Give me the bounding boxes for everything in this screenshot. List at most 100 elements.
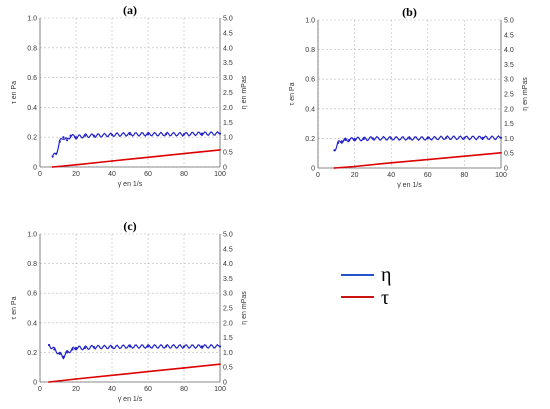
panel-a-y-right-tick-label: 1.0 — [223, 135, 233, 142]
panel-a-y-left-tick-label: 0.4 — [27, 105, 37, 112]
panel-c-y-left-tick-label: 0.6 — [27, 291, 37, 298]
panel-b-y-left-tick-label: 0.6 — [305, 77, 315, 84]
panel-a-y-right-tick-label: 3.5 — [223, 60, 233, 67]
panel-a-y-right-tick-label: 5.0 — [223, 16, 233, 23]
panel-b-series-tau-point — [500, 151, 502, 154]
panel-c-series-tau-point — [219, 363, 221, 366]
panel-a-series-eta-point — [182, 133, 186, 136]
panel-a-y-right-tick-label: 4.5 — [223, 30, 233, 37]
panel-c-series-eta-point — [62, 355, 65, 358]
panel-b-series-tau-point — [333, 167, 336, 169]
panel-b-series-eta-point — [408, 137, 411, 140]
panel-b-y-left-tick-label: 0 — [311, 166, 315, 173]
panel-b-y-right-tick-label: 2.0 — [504, 106, 514, 113]
panel-a-series-eta-point — [200, 132, 204, 135]
panel-a-y-left-tick-label: 0.6 — [27, 75, 37, 82]
panel-c-y-right-tick-label: 1.0 — [223, 350, 233, 357]
panel-b-x-axis-title: γ̇ en 1/s — [397, 182, 422, 189]
panel-a-series-eta-point — [55, 152, 58, 155]
panel-c-series-eta-point — [92, 345, 96, 349]
panel-a-series-tau-point — [111, 160, 113, 162]
panel-c-series-tau-point — [48, 381, 50, 383]
panel-b-series-tau-point — [390, 161, 393, 164]
panel-b-x-tick-label: 60 — [424, 172, 432, 179]
panel-c-x-tick-label: 60 — [144, 386, 152, 393]
panel-b-y-right-tick-label: 4.0 — [504, 47, 514, 54]
panel-b-series-eta-point — [348, 138, 351, 141]
panel-c-series-eta-point — [182, 345, 186, 348]
panel-b-series-tau-point — [463, 155, 466, 158]
panel-c-series-eta-point — [83, 346, 87, 350]
panel-c-series-eta-line — [48, 343, 221, 360]
panel-c-series-eta-point — [65, 351, 69, 354]
panel-c-series-eta-point — [53, 348, 56, 351]
panel-c-series-eta-point — [146, 345, 150, 348]
panel-c-series-eta-point — [200, 345, 204, 348]
panel-a-y-right-tick-label: 1.5 — [223, 120, 233, 127]
panel-c-x-axis-title: γ̇ en 1/s — [118, 396, 143, 403]
panel-c-series-eta-point — [47, 343, 51, 347]
panel-b-x-tick-label: 0 — [316, 172, 320, 179]
panel-b-series-eta-point — [499, 136, 503, 139]
panel-a-series-tau-point — [219, 148, 221, 151]
panel-b-series-tau-line — [334, 152, 502, 169]
panel-c-y-right-tick-label: 4.0 — [223, 261, 233, 268]
panel-a-y-right-axis-title: η en mPas — [241, 75, 248, 109]
panel-b-y-right-tick-label: 3.0 — [504, 77, 514, 84]
panel-b-series-eta-point — [333, 149, 336, 152]
panel-a-y-left-tick-label: 0.2 — [27, 135, 37, 142]
panel-a-series-eta-point — [128, 133, 132, 136]
panel-c-series-eta-point — [58, 352, 61, 355]
panel-c-x-tick-label: 0 — [38, 386, 42, 393]
panel-c-series-eta-point — [71, 348, 74, 351]
panel-a-y-right-tick-label: 3.0 — [223, 75, 233, 82]
panel-c-x-tick-label: 20 — [72, 386, 80, 393]
panel-b-series-eta-point — [344, 138, 347, 141]
panel-c-y-right-tick-label: 0.5 — [223, 365, 233, 372]
panel-c-x-tick-label: 80 — [180, 386, 188, 393]
panel-c-series-tau-point — [111, 374, 113, 377]
panel-b-y-left-tick-label: 1.0 — [305, 18, 315, 25]
panel-a-series-tau-point — [51, 166, 54, 168]
panel-a-series-eta-line — [52, 130, 221, 157]
panel-c-series-tau-point — [147, 370, 149, 373]
panel-b-series-eta-point — [340, 140, 343, 143]
panel-b-label: (b) — [402, 5, 417, 19]
panel-a-series-eta-point — [110, 133, 114, 136]
panel-c-y-left-tick-label: 0.4 — [27, 320, 37, 327]
panel-a-y-right-tick-label: 0.5 — [223, 150, 233, 157]
panel-a-series-eta-point — [146, 133, 150, 136]
panel-c-y-right-tick-label: 2.0 — [223, 320, 233, 327]
panel-c-y-left-axis-title: τ en Pa — [11, 296, 18, 319]
panel-b-series-eta-point — [445, 136, 448, 139]
legend: η τ — [341, 264, 391, 309]
panel-a-series-eta-point — [65, 139, 69, 142]
panel-b-series-eta-point — [337, 141, 340, 144]
panel-a-series-eta-point — [51, 155, 54, 158]
panel-a-series-tau-point — [183, 152, 185, 155]
panel-c-series-eta-point — [110, 345, 114, 349]
panel-a-x-tick-label: 100 — [214, 171, 226, 178]
panel-a-series-eta-point — [83, 134, 87, 137]
panel-b-y-right-tick-label: 2.5 — [504, 92, 514, 99]
panel-c-series-tau-point — [183, 367, 185, 369]
panel-b-series-eta-point — [463, 136, 466, 139]
panel-a-series-eta-point — [164, 133, 168, 136]
panel-a-y-left-tick-label: 0 — [33, 165, 37, 172]
panel-b-series-eta-point — [390, 137, 393, 140]
panel-a-series-tau-point — [75, 163, 77, 166]
panel-a-y-left-axis-title: τ en Pa — [11, 81, 18, 104]
chart-panel-a: (a)0 20 40 60 80 10000.20.40.60.81.000.51.01.… — [11, 3, 248, 188]
panel-c-series-tau-point — [75, 378, 77, 380]
panel-c-series-tau-line — [48, 363, 221, 383]
panel-c-series-eta-point — [164, 345, 168, 348]
panel-a-x-tick-label: 40 — [108, 171, 116, 178]
panel-c-y-left-tick-label: 1.0 — [27, 232, 37, 239]
panel-c-y-right-tick-label: 3.5 — [223, 276, 233, 283]
panel-a-series-eta-point — [218, 132, 222, 135]
panel-c-y-right-tick-label: 2.5 — [223, 306, 233, 313]
panel-a-y-right-tick-label: 2.0 — [223, 105, 233, 112]
panel-b-series-eta-line — [334, 135, 502, 152]
panel-b-series-eta-point — [371, 137, 374, 140]
panel-a-series-eta-point — [74, 136, 78, 139]
